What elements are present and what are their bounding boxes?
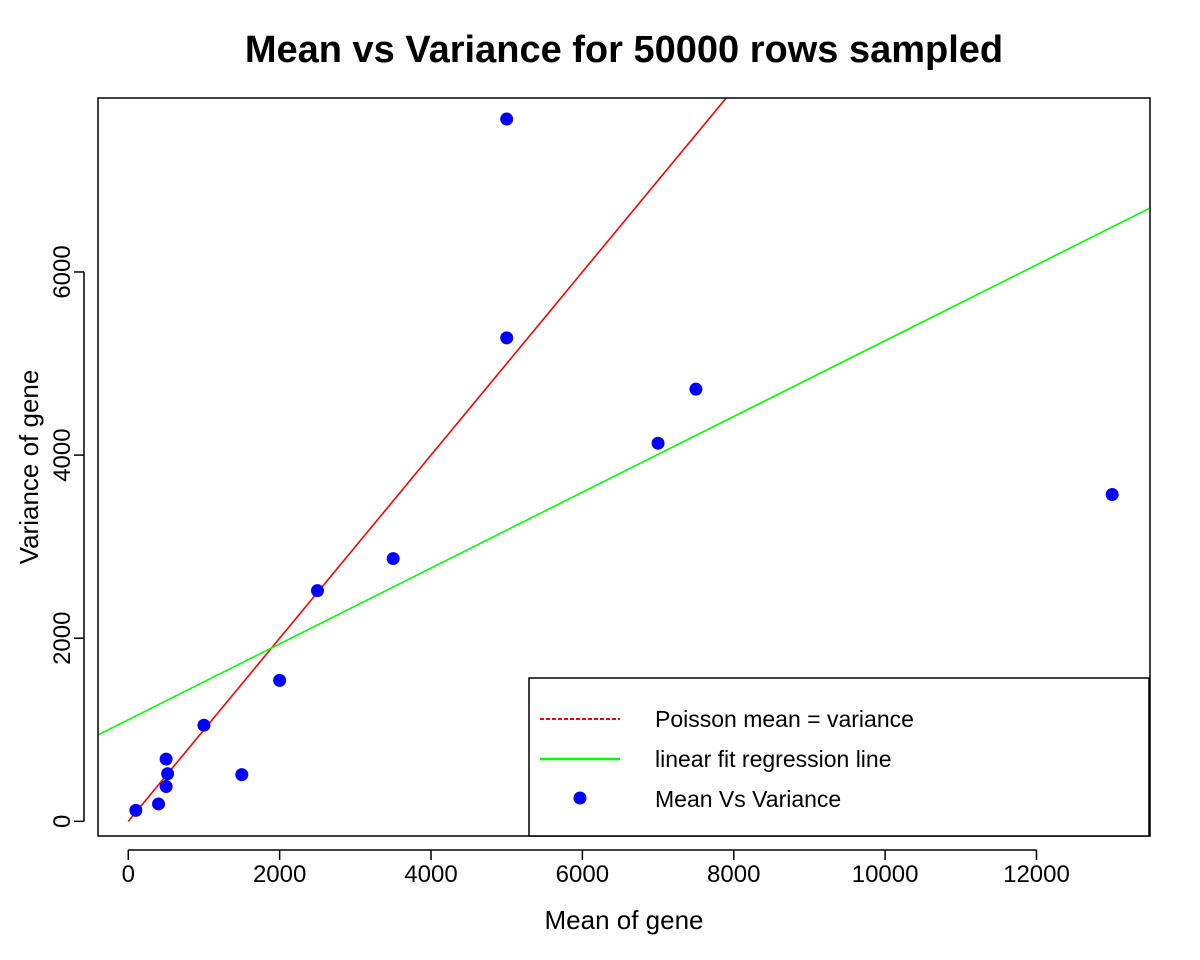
poisson-line bbox=[127, 98, 728, 822]
data-point bbox=[197, 718, 211, 732]
y-tick-label: 4000 bbox=[49, 428, 76, 481]
legend-label-points: Mean Vs Variance bbox=[655, 786, 841, 812]
data-point bbox=[161, 767, 175, 781]
x-axis: 0 2000 4000 6000 8000 10000 12000 bbox=[122, 849, 1070, 888]
linear-fit-line bbox=[98, 207, 1150, 736]
x-tick-label: 2000 bbox=[253, 861, 306, 888]
data-point bbox=[500, 331, 514, 345]
chart-title: Mean vs Variance for 50000 rows sampled bbox=[245, 29, 1003, 71]
data-point bbox=[159, 752, 173, 766]
legend-swatch-points bbox=[573, 791, 587, 805]
y-tick-label: 2000 bbox=[49, 612, 76, 665]
x-tick-label: 10000 bbox=[852, 861, 919, 888]
x-tick-label: 0 bbox=[122, 861, 135, 888]
data-points bbox=[129, 112, 1119, 817]
x-tick-label: 4000 bbox=[404, 861, 457, 888]
data-point bbox=[129, 803, 143, 817]
y-axis: 0 2000 4000 6000 bbox=[49, 245, 85, 828]
data-point bbox=[1105, 487, 1119, 501]
data-point bbox=[500, 112, 514, 126]
legend: Poisson mean = variance linear fit regre… bbox=[528, 677, 1150, 837]
legend-box bbox=[528, 677, 1150, 837]
x-axis-label: Mean of gene bbox=[544, 905, 703, 935]
legend-label-linear-fit: linear fit regression line bbox=[655, 746, 892, 772]
data-point bbox=[152, 797, 166, 811]
data-point bbox=[310, 584, 324, 598]
data-point bbox=[386, 552, 400, 566]
legend-label-poisson: Poisson mean = variance bbox=[655, 706, 914, 732]
data-point bbox=[235, 768, 249, 782]
y-tick-label: 0 bbox=[49, 815, 76, 828]
data-point bbox=[651, 436, 665, 450]
y-tick-label: 6000 bbox=[49, 245, 76, 298]
x-tick-label: 6000 bbox=[556, 861, 609, 888]
x-tick-label: 8000 bbox=[707, 861, 760, 888]
x-tick-label: 12000 bbox=[1003, 861, 1070, 888]
data-point bbox=[273, 673, 287, 687]
data-point bbox=[159, 780, 173, 794]
data-point bbox=[689, 382, 703, 396]
fit-lines bbox=[98, 98, 1150, 822]
y-axis-label: Variance of gene bbox=[14, 370, 44, 565]
